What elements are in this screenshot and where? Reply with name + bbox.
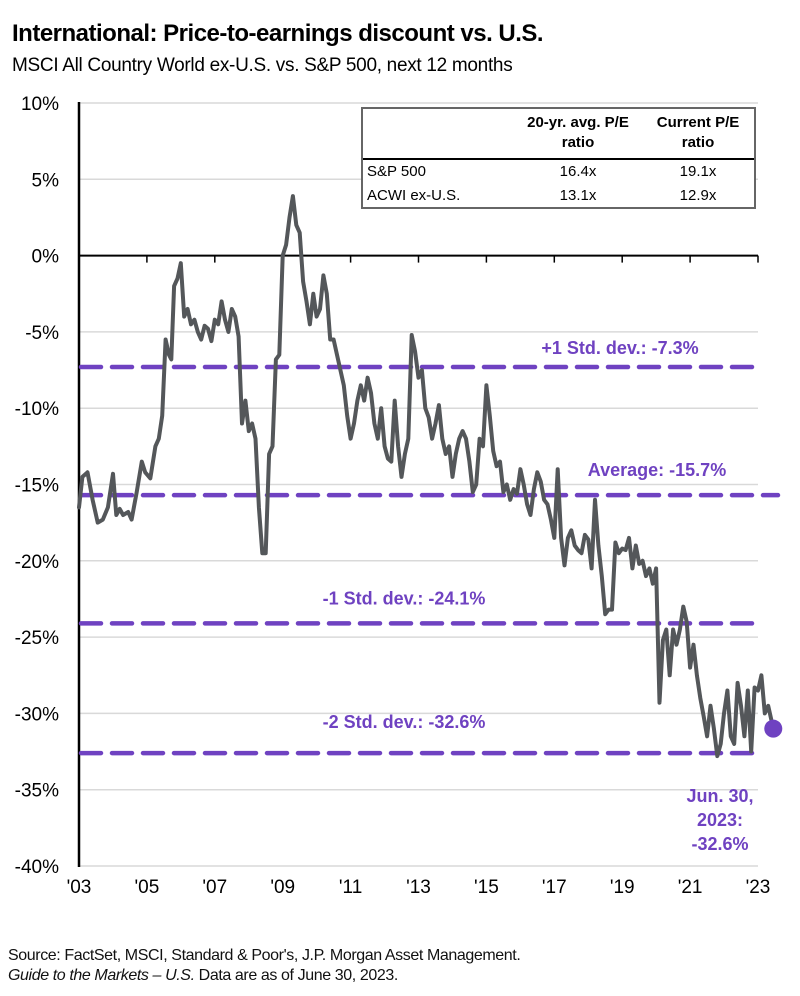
y-tick-label: -35% (15, 781, 59, 802)
y-tick-label: 0% (32, 247, 60, 268)
chart-subtitle: MSCI All Country World ex-U.S. vs. S&P 5… (12, 55, 513, 76)
annotation-text: 2023: (697, 810, 743, 830)
y-tick-label: 10% (21, 94, 59, 115)
y-tick-label: -15% (15, 476, 59, 497)
x-tick-label: '13 (406, 877, 431, 898)
header-avg-line2: ratio (561, 134, 595, 151)
table-header: 20-yr. avg. P/E ratio Current P/E ratio (363, 109, 754, 160)
x-tick-label: '09 (270, 877, 295, 898)
gridlines (79, 102, 758, 867)
header-current-line1: Current P/E (656, 114, 740, 131)
annotation-text: Jun. 30, (686, 786, 753, 806)
x-tick-label: '23 (746, 877, 771, 898)
y-tick-label: -20% (15, 552, 59, 573)
table-row: S&P 500 16.4x 19.1x (363, 160, 754, 184)
y-tick-label: -25% (15, 628, 59, 649)
as-of-date: Data are as of June 30, 2023. (194, 967, 399, 984)
as-of-note: Guide to the Markets – U.S. Data are as … (8, 966, 520, 986)
x-tick-label: '11 (339, 877, 362, 898)
footer: Source: FactSet, MSCI, Standard & Poor's… (8, 946, 521, 986)
table-header-avg: 20-yr. avg. P/E ratio (513, 113, 643, 153)
x-tick-label: '03 (67, 877, 92, 898)
x-tick-label: '19 (610, 877, 635, 898)
guide-title: Guide to the Markets – U.S. (8, 967, 195, 984)
line-chart: 10% 5% 0% -5% -10% -15% -20% -25% -30% -35% -40% '… (15, 94, 783, 898)
reference-label: -1 Std. dev.: -24.1% (323, 588, 486, 608)
annotation-group: Jun. 30, 2023: -32.6% (686, 719, 783, 854)
annotation-text: -32.6% (691, 834, 748, 854)
reference-label: +1 Std. dev.: -7.3% (541, 338, 698, 358)
row-avg: 13.1x (559, 187, 597, 204)
series-group (77, 194, 776, 759)
y-tick-label: -30% (15, 704, 59, 725)
y-tick-label: 5% (32, 170, 60, 191)
row-label: S&P 500 (367, 163, 426, 180)
y-axis-ticks: 10% 5% 0% -5% -10% -15% -20% -25% -30% -35% -40% (15, 94, 59, 878)
current-value-marker (764, 719, 783, 738)
x-tick-label: '15 (474, 877, 499, 898)
reference-lines: +1 Std. dev.: -7.3% Average: -15.7% -1 Std… (78, 338, 781, 756)
chart-title: International: Price-to-earnings discoun… (12, 20, 544, 47)
y-tick-label: -40% (15, 857, 59, 878)
pe-ratio-table: 20-yr. avg. P/E ratio Current P/E ratio … (361, 107, 756, 209)
x-tick-label: '07 (202, 877, 227, 898)
row-avg: 16.4x (559, 163, 597, 180)
header-current-line2: ratio (681, 134, 715, 151)
source-note: Source: FactSet, MSCI, Standard & Poor's… (8, 947, 521, 964)
reference-label: Average: -15.7% (588, 460, 726, 480)
header-avg-line1: 20-yr. avg. P/E (527, 114, 629, 131)
x-tick-label: '05 (135, 877, 160, 898)
y-tick-label: -10% (15, 399, 59, 420)
reference-label: -2 Std. dev.: -32.6% (323, 712, 486, 732)
row-current: 19.1x (679, 163, 717, 180)
x-axis-ticks: '03 '05 '07 '09 '11 '13 '15 '17 '19 '21 '23 (67, 877, 771, 898)
table-header-current: Current P/E ratio (643, 113, 753, 153)
series-line (77, 194, 776, 759)
x-tick-label: '17 (542, 877, 567, 898)
x-tick-label: '21 (678, 877, 703, 898)
row-label: ACWI ex-U.S. (367, 187, 461, 204)
row-current: 12.9x (679, 187, 717, 204)
table-row: ACWI ex-U.S. 13.1x 12.9x (363, 184, 754, 208)
y-tick-label: -5% (25, 323, 59, 344)
